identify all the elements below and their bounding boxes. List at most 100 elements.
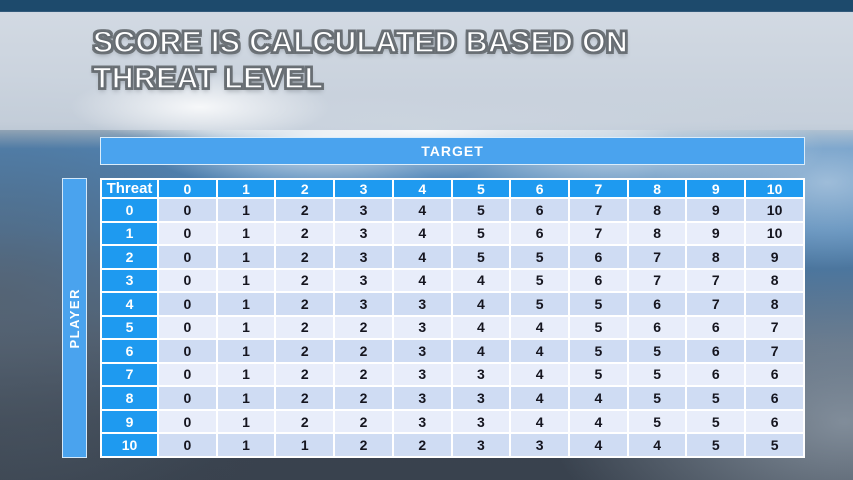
- score-cell: 10: [744, 220, 805, 247]
- slide-title: SCORE IS CALCULATED BASED ON THREAT LEVE…: [92, 25, 629, 97]
- score-cell: 6: [685, 338, 747, 364]
- header-row: Threat 0 1 2 3 4 5 6 7 8 9 10: [100, 178, 805, 199]
- score-cell: 7: [744, 314, 805, 341]
- row-label: 6: [100, 338, 159, 364]
- score-cell: 4: [509, 314, 571, 341]
- score-cell: 5: [685, 385, 747, 411]
- score-cell: 2: [274, 408, 336, 435]
- score-cell: 4: [391, 244, 453, 270]
- score-cell: 5: [626, 408, 688, 435]
- table-row: 1 0 1 2 3 4 5 6 7 8 9 10: [100, 220, 805, 247]
- score-cell: 1: [215, 385, 277, 411]
- row-label: 0: [100, 197, 159, 223]
- score-cell: 1: [215, 314, 277, 341]
- score-cell: 2: [274, 244, 336, 270]
- score-cell: 1: [215, 408, 277, 435]
- score-cell: 5: [626, 385, 688, 411]
- score-cell: 6: [744, 361, 805, 388]
- score-cell: 4: [391, 197, 453, 223]
- score-cell: 1: [215, 220, 277, 247]
- score-cell: 5: [685, 432, 747, 458]
- column-header: 10: [744, 178, 805, 199]
- title-band: [0, 12, 853, 142]
- score-cell: 6: [744, 408, 805, 435]
- score-cell: 8: [744, 291, 805, 317]
- score-cell: 0: [157, 385, 218, 411]
- score-cell: 3: [333, 267, 394, 294]
- score-cell: 5: [744, 432, 805, 458]
- score-cell: 2: [274, 291, 336, 317]
- score-cell: 7: [568, 220, 629, 247]
- score-cell: 0: [157, 220, 218, 247]
- score-cell: 1: [215, 338, 277, 364]
- column-header: 5: [450, 178, 512, 199]
- score-cell: 6: [685, 361, 747, 388]
- score-cell: 5: [685, 408, 747, 435]
- score-cell: 6: [626, 314, 688, 341]
- score-cell: 0: [157, 408, 218, 435]
- column-header: 1: [215, 178, 277, 199]
- score-cell: 1: [215, 291, 277, 317]
- score-cell: 0: [157, 197, 218, 223]
- score-cell: 3: [391, 314, 453, 341]
- row-label: 2: [100, 244, 159, 270]
- score-cell: 4: [450, 314, 512, 341]
- score-cell: 4: [450, 291, 512, 317]
- score-cell: 3: [391, 338, 453, 364]
- score-cell: 1: [215, 361, 277, 388]
- score-cell: 5: [568, 314, 629, 341]
- score-cell: 6: [626, 291, 688, 317]
- score-cell: 7: [626, 244, 688, 270]
- score-cell: 4: [568, 385, 629, 411]
- score-cell: 1: [215, 244, 277, 270]
- score-cell: 1: [274, 432, 336, 458]
- score-cell: 5: [568, 338, 629, 364]
- score-cell: 6: [568, 244, 629, 270]
- score-cell: 4: [509, 408, 571, 435]
- score-cell: 7: [744, 338, 805, 364]
- score-cell: 2: [333, 338, 394, 364]
- score-cell: 7: [685, 267, 747, 294]
- column-header: 2: [274, 178, 336, 199]
- score-cell: 3: [333, 197, 394, 223]
- score-cell: 0: [157, 291, 218, 317]
- row-label: 3: [100, 267, 159, 294]
- score-cell: 0: [157, 244, 218, 270]
- score-cell: 5: [626, 361, 688, 388]
- score-cell: 5: [450, 197, 512, 223]
- score-cell: 4: [450, 338, 512, 364]
- score-cell: 2: [274, 338, 336, 364]
- column-header: 7: [568, 178, 629, 199]
- score-cell: 3: [391, 291, 453, 317]
- column-header: 0: [157, 178, 218, 199]
- score-cell: 3: [391, 408, 453, 435]
- title-line-1: SCORE IS CALCULATED BASED ON: [92, 25, 629, 60]
- score-cell: 4: [568, 408, 629, 435]
- score-cell: 2: [333, 432, 394, 458]
- column-header: 9: [685, 178, 747, 199]
- column-header: 8: [626, 178, 688, 199]
- score-cell: 0: [157, 338, 218, 364]
- row-label: 8: [100, 385, 159, 411]
- score-cell: 4: [626, 432, 688, 458]
- score-cell: 8: [626, 197, 688, 223]
- score-cell: 5: [450, 244, 512, 270]
- score-cell: 2: [391, 432, 453, 458]
- cloud-decoration: [70, 72, 330, 142]
- column-header: 4: [391, 178, 453, 199]
- score-cell: 4: [509, 361, 571, 388]
- score-cell: 9: [685, 220, 747, 247]
- score-cell: 3: [509, 432, 571, 458]
- score-cell: 4: [568, 432, 629, 458]
- score-cell: 2: [274, 385, 336, 411]
- score-cell: 7: [568, 197, 629, 223]
- score-cell: 4: [450, 267, 512, 294]
- score-cell: 6: [568, 267, 629, 294]
- target-header-band: TARGET: [100, 137, 805, 165]
- score-cell: 8: [744, 267, 805, 294]
